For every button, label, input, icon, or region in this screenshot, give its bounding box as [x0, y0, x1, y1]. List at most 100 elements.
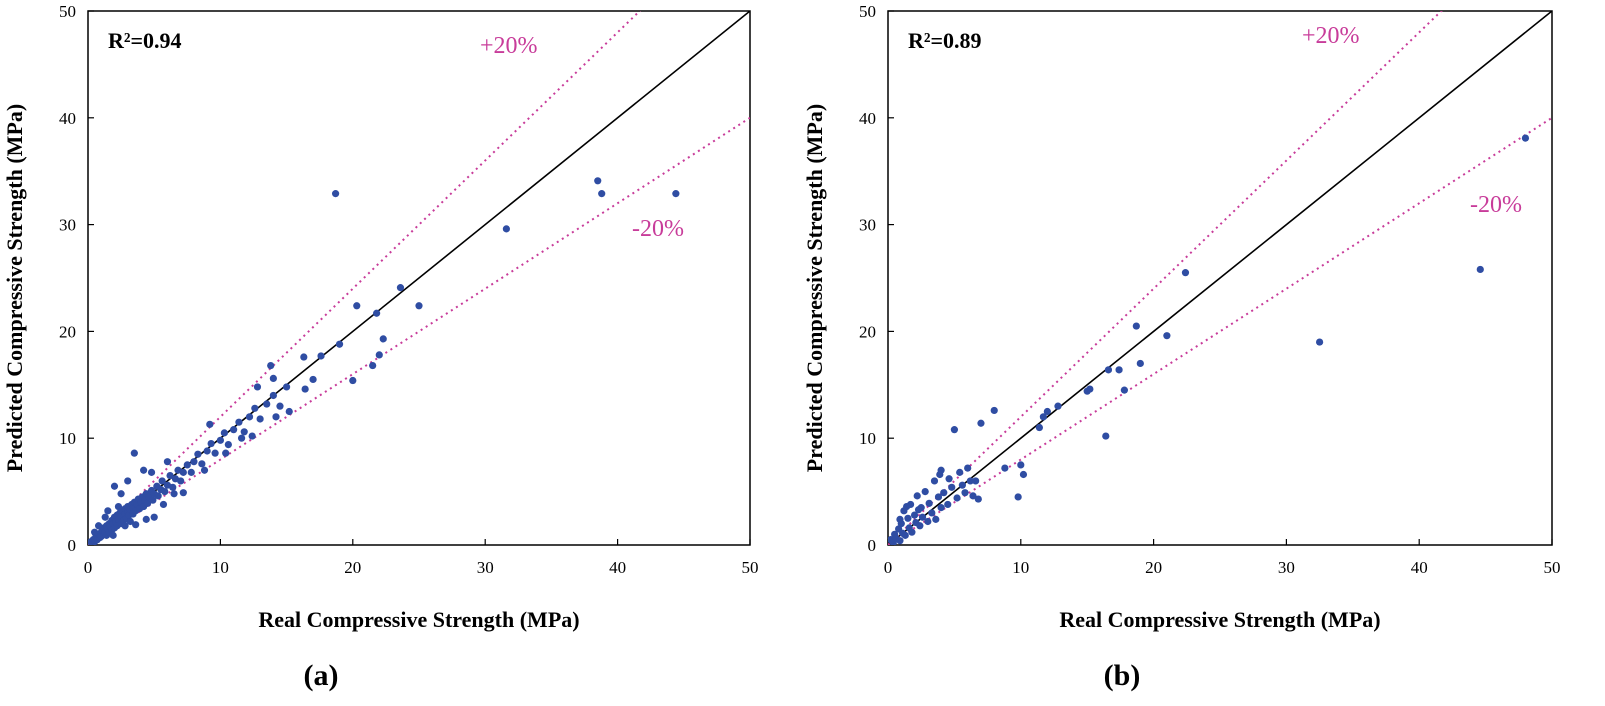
plot-frame [87, 10, 751, 546]
data-point [902, 502, 911, 511]
data-point [235, 418, 243, 426]
data-point [272, 413, 280, 421]
r-squared-annotation: R²=0.89 [908, 28, 982, 53]
data-point [263, 400, 271, 408]
data-point [110, 482, 119, 490]
data-point [928, 509, 936, 517]
data-point [301, 385, 309, 393]
data-point [964, 464, 972, 472]
y-tick-label: 30 [59, 216, 76, 235]
data-point [353, 302, 361, 310]
data-point [950, 426, 959, 434]
data-point [94, 522, 103, 530]
data-point [913, 492, 921, 500]
data-point [216, 436, 224, 444]
data-point [598, 190, 606, 198]
data-point [502, 225, 510, 233]
data-point [1086, 385, 1094, 393]
y-tick-label: 30 [859, 216, 876, 235]
data-point [149, 496, 157, 504]
data-point [934, 493, 943, 501]
y-tick-label: 0 [868, 536, 877, 555]
data-point [415, 302, 423, 310]
y-tick-label: 20 [59, 322, 76, 341]
data-point [1017, 461, 1025, 469]
data-point [1181, 269, 1190, 277]
data-point [1035, 423, 1043, 432]
data-point [276, 402, 284, 410]
data-point [916, 522, 924, 530]
y-axis-label: Predicted Compressive Strength (MPa) [2, 104, 27, 472]
data-point [1132, 322, 1140, 330]
y-axis-label: Predicted Compressive Strength (MPa) [802, 104, 827, 472]
minus-20-line [88, 116, 750, 545]
x-axis-label: Real Compressive Strength (MPa) [1059, 607, 1380, 632]
data-point [130, 449, 138, 457]
data-point [170, 490, 178, 498]
data-point [237, 434, 246, 442]
data-point [672, 190, 680, 198]
plus-20-label: +20% [1302, 23, 1360, 49]
data-point [104, 507, 112, 515]
data-point [159, 500, 168, 509]
data-point [1115, 366, 1123, 374]
data-point [121, 522, 129, 530]
data-point [161, 488, 169, 496]
y-tick-label: 50 [59, 2, 76, 21]
data-point [114, 502, 123, 511]
data-point [140, 466, 148, 474]
y-tick-label: 40 [59, 109, 76, 128]
data-point [1120, 386, 1128, 394]
data-point [132, 521, 140, 529]
data-point [124, 477, 132, 485]
y-tick-label: 20 [859, 322, 876, 341]
data-point [956, 468, 964, 476]
data-point [200, 466, 209, 474]
data-point [944, 500, 952, 509]
identity-line [888, 11, 1552, 545]
data-point [1039, 413, 1047, 421]
data-point [925, 499, 933, 507]
data-point [190, 458, 198, 466]
data-point [349, 376, 357, 385]
data-point [240, 428, 248, 436]
data-point [183, 461, 191, 469]
data-point [309, 375, 317, 384]
data-point [283, 383, 291, 391]
data-point [179, 489, 187, 497]
data-point [369, 361, 377, 370]
x-tick-label: 0 [884, 558, 893, 577]
x-tick-label: 50 [742, 558, 759, 577]
y-tick-label: 40 [859, 109, 876, 128]
data-point [300, 353, 308, 361]
data-point [1104, 366, 1113, 374]
data-point [958, 481, 966, 489]
data-point [937, 504, 945, 512]
data-point [1014, 493, 1022, 501]
x-tick-label: 30 [1278, 558, 1295, 577]
data-point [953, 494, 961, 502]
data-point [331, 190, 340, 198]
data-point [269, 391, 277, 400]
x-tick-label: 0 [84, 558, 93, 577]
y-tick-label: 10 [59, 429, 76, 448]
x-tick-label: 40 [609, 558, 626, 577]
data-point [269, 374, 277, 382]
data-point [194, 450, 202, 458]
x-tick-label: 20 [344, 558, 361, 577]
data-point [896, 537, 904, 545]
plot-frame [887, 10, 1553, 546]
data-point [921, 488, 929, 496]
x-axis-label: Real Compressive Strength (MPa) [258, 607, 579, 632]
data-point [143, 499, 152, 507]
y-tick-label: 0 [68, 536, 77, 555]
data-point [373, 309, 381, 317]
data-point [169, 483, 177, 491]
data-point [1163, 332, 1171, 340]
data-point [396, 284, 405, 292]
panel-label: (b) [1104, 659, 1141, 692]
x-tick-label: 10 [1012, 558, 1029, 577]
data-point [154, 492, 162, 500]
data-points [88, 177, 680, 545]
